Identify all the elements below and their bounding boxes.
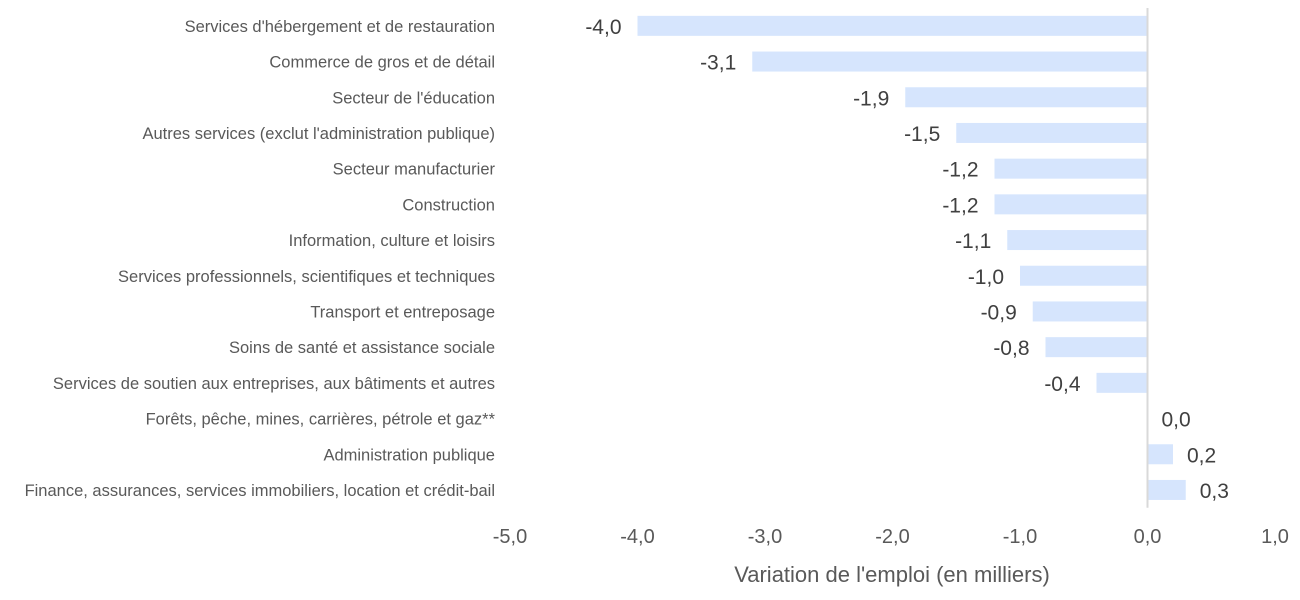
data-label: -1,1 — [955, 230, 991, 253]
x-tick-label: 0,0 — [1134, 526, 1162, 548]
x-tick-label: -1,0 — [1003, 526, 1037, 548]
bar — [1147, 444, 1173, 465]
data-label: 0,2 — [1187, 444, 1216, 467]
data-label: -1,0 — [968, 266, 1004, 289]
bar — [1045, 337, 1148, 358]
bar — [956, 122, 1148, 143]
x-tick-label: -4,0 — [620, 526, 654, 548]
bar — [1096, 372, 1148, 393]
category-label: Transport et entreposage — [310, 303, 495, 321]
data-label: -0,9 — [981, 301, 1017, 324]
data-label: -0,4 — [1044, 373, 1081, 396]
data-label: -3,1 — [700, 52, 736, 75]
category-label: Commerce de gros et de détail — [269, 54, 495, 72]
bar — [1020, 265, 1148, 286]
x-tick-label: -2,0 — [875, 526, 909, 548]
category-label: Services d'hébergement et de restauratio… — [185, 18, 495, 36]
bar — [1007, 230, 1148, 251]
category-label: Construction — [402, 196, 495, 214]
bar — [637, 15, 1148, 36]
category-label: Secteur de l'éducation — [332, 89, 495, 107]
category-label: Administration publique — [323, 446, 495, 464]
category-label: Forêts, pêche, mines, carrières, pétrole… — [146, 411, 496, 429]
data-label: -1,2 — [942, 159, 978, 182]
category-label: Information, culture et loisirs — [289, 232, 495, 250]
data-label: -4,0 — [585, 16, 621, 39]
bar — [905, 87, 1148, 108]
data-label: -1,9 — [853, 87, 889, 110]
bar — [1147, 479, 1186, 500]
data-label: -1,5 — [904, 123, 940, 146]
x-tick-label: 1,0 — [1261, 526, 1289, 548]
bar — [1032, 301, 1148, 322]
category-label: Services professionnels, scientifiques e… — [118, 268, 495, 286]
category-label: Services de soutien aux entreprises, aux… — [53, 375, 495, 393]
category-label: Autres services (exclut l'administration… — [142, 125, 495, 143]
data-label: 0,3 — [1200, 480, 1229, 503]
bar — [752, 51, 1148, 72]
data-label: -0,8 — [993, 337, 1029, 360]
x-axis-title: Variation de l'emploi (en milliers) — [734, 562, 1050, 587]
data-label: -1,2 — [942, 194, 978, 217]
bar — [994, 158, 1148, 179]
x-tick-label: -3,0 — [748, 526, 782, 548]
category-label: Secteur manufacturier — [333, 161, 496, 179]
x-tick-label: -5,0 — [493, 526, 527, 548]
data-label: 0,0 — [1162, 409, 1191, 432]
category-label: Finance, assurances, services immobilier… — [25, 482, 495, 500]
category-label: Soins de santé et assistance sociale — [229, 339, 495, 357]
bar — [994, 194, 1148, 215]
